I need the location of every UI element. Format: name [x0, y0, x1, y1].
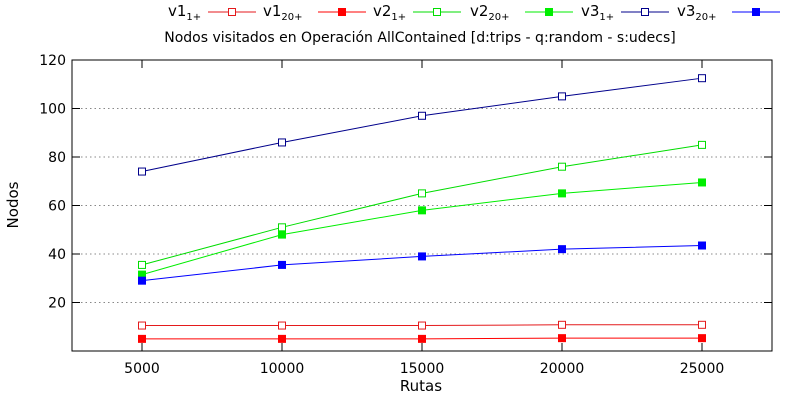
- data-point: [698, 178, 706, 187]
- data-point: [278, 321, 286, 330]
- series-v1-1+: [138, 320, 706, 330]
- legend-marker: [752, 8, 760, 16]
- data-point: [418, 111, 426, 120]
- y-axis: 20 40 60 80 100 120: [39, 53, 772, 312]
- data-point: [418, 206, 426, 215]
- series-v1-20+: [138, 334, 706, 343]
- y-axis-label: Nodos: [4, 181, 22, 228]
- data-point: [138, 260, 146, 269]
- data-point: [698, 334, 706, 343]
- y-tick-label: 20: [48, 296, 66, 312]
- legend-item: v220+: [470, 2, 573, 23]
- data-point: [698, 140, 706, 149]
- data-point: [138, 276, 146, 285]
- data-point: [558, 245, 566, 254]
- legend-item: v320+: [677, 2, 780, 23]
- x-tick-label: 20000: [540, 361, 585, 377]
- legend-marker: [228, 8, 236, 16]
- data-point: [558, 320, 566, 329]
- data-point: [418, 334, 426, 343]
- data-point: [138, 334, 146, 343]
- y-tick-label: 100: [39, 102, 66, 118]
- data-point: [278, 260, 286, 269]
- data-point: [278, 334, 286, 343]
- legend-item: v120+: [263, 2, 366, 23]
- legend-label: v21+: [373, 2, 406, 23]
- data-point: [418, 321, 426, 330]
- data-point: [278, 138, 286, 147]
- data-point: [558, 334, 566, 343]
- series-v3-20+: [138, 241, 706, 285]
- data-point: [558, 189, 566, 198]
- legend-marker: [433, 8, 441, 16]
- series-v2-1+: [138, 140, 706, 269]
- data-point: [278, 223, 286, 232]
- y-tick-label: 120: [39, 53, 66, 69]
- x-tick-label: 15000: [400, 361, 445, 377]
- legend-item: v31+: [581, 2, 669, 23]
- legend-label: v220+: [470, 2, 510, 23]
- data-point: [138, 167, 146, 176]
- y-tick-label: 80: [48, 150, 66, 166]
- legend: v11+ v120+ v21+ v220+ v31+ v320+: [168, 2, 780, 23]
- data-point: [558, 162, 566, 171]
- data-point: [278, 230, 286, 239]
- legend-item: v11+: [168, 2, 256, 23]
- data-point: [418, 189, 426, 198]
- data-point: [698, 241, 706, 250]
- y-tick-label: 40: [48, 247, 66, 263]
- series-v2-20+: [138, 178, 706, 279]
- x-tick-label: 10000: [260, 361, 305, 377]
- legend-label: v120+: [263, 2, 303, 23]
- x-tick-label: 25000: [680, 361, 725, 377]
- data-point: [698, 320, 706, 329]
- legend-item: v21+: [373, 2, 461, 23]
- legend-marker: [641, 8, 649, 16]
- legend-label: v320+: [677, 2, 717, 23]
- x-tick-label: 5000: [124, 361, 160, 377]
- chart-title: Nodos visitados en Operación AllContaine…: [164, 30, 676, 46]
- data-point: [698, 74, 706, 83]
- grid: [72, 108, 772, 303]
- data-point: [558, 92, 566, 101]
- series-line: [141, 144, 703, 266]
- y-tick-label: 60: [48, 199, 66, 215]
- legend-label: v11+: [168, 2, 201, 23]
- x-axis: 5000 10000 15000 20000 25000: [124, 60, 724, 377]
- legend-marker: [545, 8, 553, 16]
- legend-marker: [338, 8, 346, 16]
- legend-label: v31+: [581, 2, 614, 23]
- data-point: [138, 321, 146, 330]
- data-point: [418, 252, 426, 261]
- series-v3-1+: [138, 74, 706, 176]
- series-group: [138, 74, 706, 343]
- x-axis-label: Rutas: [400, 377, 442, 395]
